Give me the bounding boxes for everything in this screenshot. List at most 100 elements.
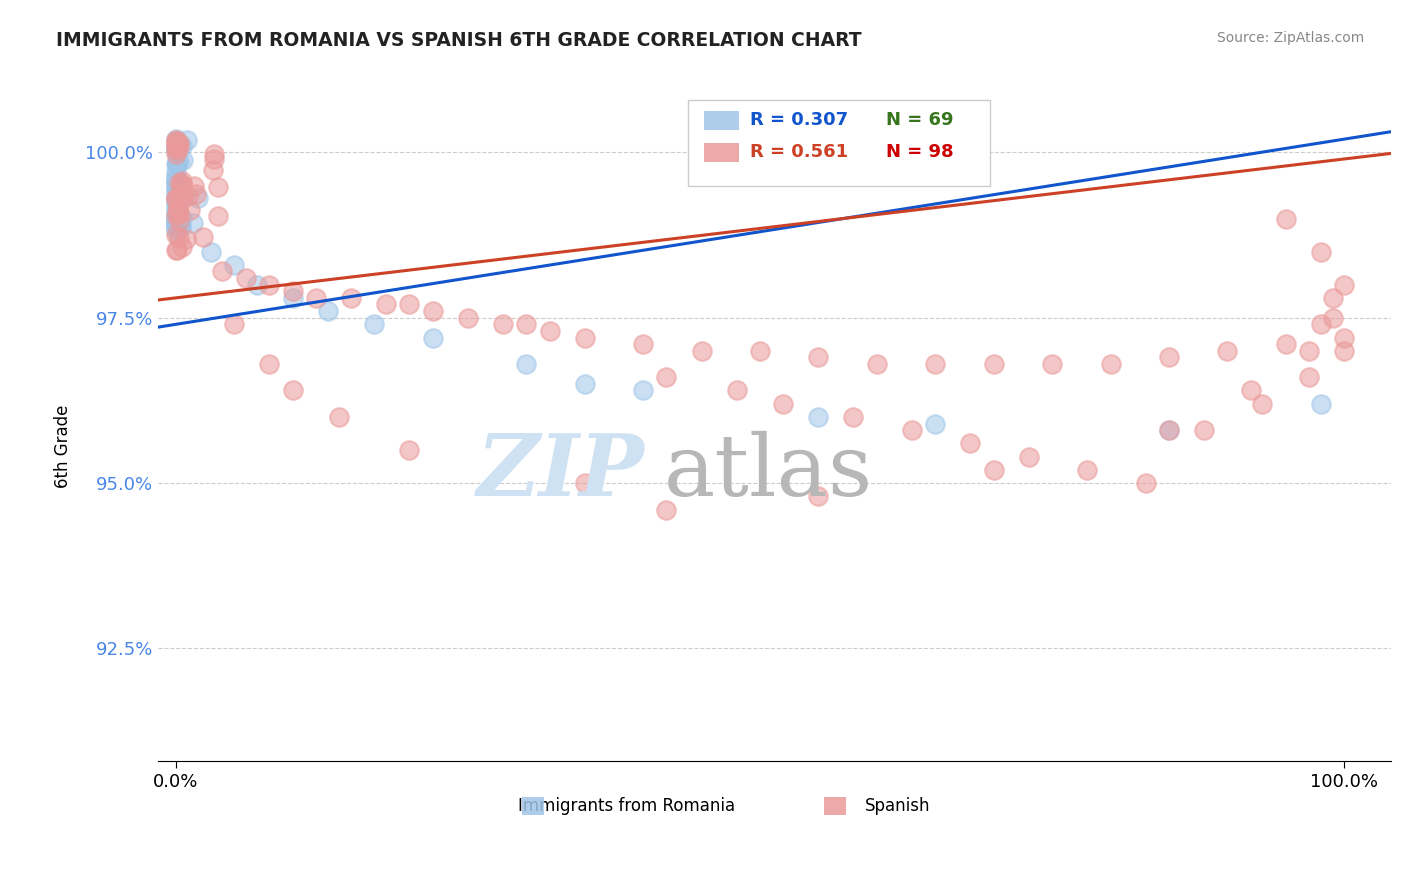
Point — [983, 357, 1005, 371]
Point — [166, 243, 188, 257]
Point — [1135, 476, 1157, 491]
Text: ZIP: ZIP — [477, 430, 645, 514]
Point — [631, 384, 654, 398]
Text: Spanish: Spanish — [865, 797, 931, 814]
Point — [281, 291, 304, 305]
Point — [166, 194, 188, 208]
Point — [170, 220, 193, 235]
Point — [169, 194, 191, 209]
Point — [165, 144, 187, 158]
Point — [167, 204, 190, 219]
Text: R = 0.307: R = 0.307 — [749, 112, 848, 129]
Bar — [522, 797, 544, 814]
Point — [1333, 343, 1355, 358]
Point — [165, 208, 187, 222]
Point — [172, 177, 194, 191]
Point — [257, 277, 280, 292]
Point — [1157, 351, 1180, 365]
Point — [165, 224, 187, 238]
Point — [1309, 397, 1331, 411]
Point — [1322, 310, 1344, 325]
Point — [167, 176, 190, 190]
Point — [165, 176, 187, 190]
Point — [1157, 423, 1180, 437]
Point — [165, 157, 187, 171]
Point — [165, 219, 187, 234]
Point — [224, 318, 246, 332]
Point — [1298, 370, 1320, 384]
Point — [165, 165, 187, 179]
Point — [165, 181, 187, 195]
Point — [457, 310, 479, 325]
Point — [166, 136, 188, 151]
Point — [165, 137, 187, 152]
Point — [1040, 357, 1063, 371]
Text: 6th Grade: 6th Grade — [55, 404, 72, 488]
Point — [165, 216, 187, 230]
Text: N = 69: N = 69 — [886, 112, 953, 129]
Point — [1275, 337, 1298, 351]
Point — [165, 173, 187, 187]
Point — [166, 210, 188, 224]
Point — [375, 297, 398, 311]
Point — [202, 153, 225, 167]
Point — [181, 216, 204, 230]
Point — [165, 190, 187, 204]
Point — [1322, 291, 1344, 305]
Point — [257, 357, 280, 371]
Point — [166, 143, 188, 157]
Point — [165, 214, 187, 228]
Point — [492, 318, 515, 332]
Point — [167, 214, 190, 228]
Point — [235, 271, 257, 285]
Point — [807, 489, 830, 503]
Point — [165, 202, 187, 216]
Point — [655, 370, 678, 384]
Point — [176, 232, 198, 246]
Text: IMMIGRANTS FROM ROMANIA VS SPANISH 6TH GRADE CORRELATION CHART: IMMIGRANTS FROM ROMANIA VS SPANISH 6TH G… — [56, 31, 862, 50]
Point — [202, 163, 225, 178]
Point — [165, 134, 187, 148]
Point — [1309, 244, 1331, 259]
Point — [165, 213, 187, 227]
Point — [165, 187, 187, 202]
Point — [165, 142, 187, 156]
Point — [191, 230, 214, 244]
Point — [959, 436, 981, 450]
Point — [631, 337, 654, 351]
Point — [281, 384, 304, 398]
Point — [176, 134, 198, 148]
Text: atlas: atlas — [664, 431, 873, 514]
Point — [574, 376, 596, 391]
Point — [173, 190, 195, 204]
Point — [184, 186, 207, 201]
Point — [983, 463, 1005, 477]
Point — [207, 180, 229, 194]
Point — [515, 357, 537, 371]
Point — [172, 211, 194, 225]
Point — [165, 219, 187, 234]
Bar — [704, 143, 738, 162]
Point — [167, 202, 190, 216]
Point — [165, 194, 187, 209]
Point — [183, 178, 205, 193]
Point — [166, 157, 188, 171]
Point — [1157, 423, 1180, 437]
Point — [1099, 357, 1122, 371]
Point — [166, 220, 188, 235]
Point — [170, 174, 193, 188]
Point — [165, 182, 187, 196]
Point — [165, 212, 187, 227]
Point — [167, 231, 190, 245]
Point — [165, 192, 187, 206]
Point — [167, 178, 190, 192]
Point — [166, 155, 188, 169]
Point — [211, 264, 233, 278]
Point — [772, 397, 794, 411]
Point — [167, 136, 190, 150]
Point — [398, 297, 420, 311]
Point — [165, 197, 187, 211]
Point — [690, 343, 713, 358]
Point — [1309, 318, 1331, 332]
Point — [422, 330, 444, 344]
